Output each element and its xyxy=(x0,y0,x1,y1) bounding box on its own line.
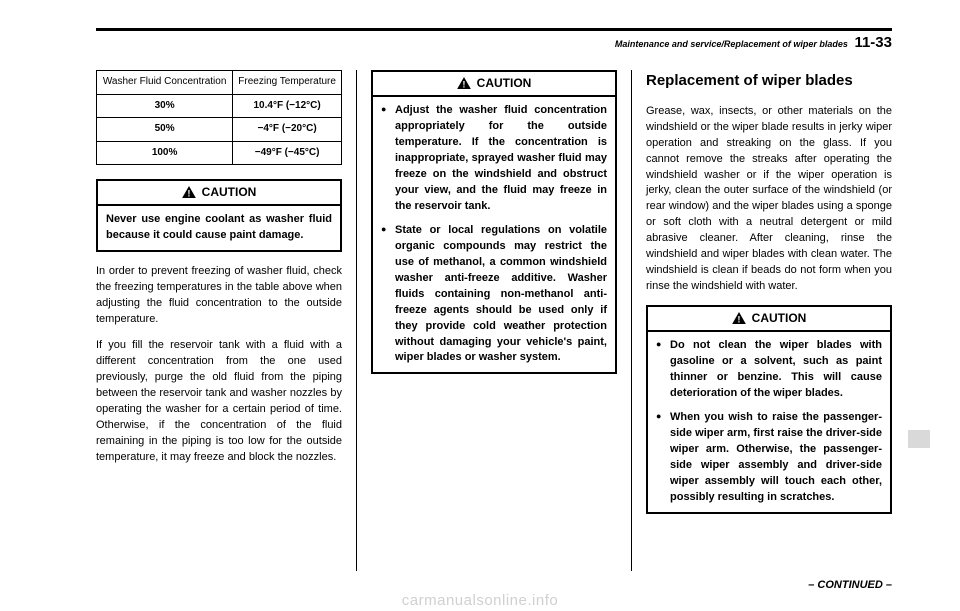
caution-box-1: ! CAUTION Never use engine coolant as wa… xyxy=(96,179,342,252)
table-cell-pct: 50% xyxy=(97,118,233,142)
caution-label: CAUTION xyxy=(477,75,532,92)
table-header-concentration: Washer Fluid Concentration xyxy=(97,71,233,95)
svg-text:!: ! xyxy=(187,189,190,199)
column-1: Washer Fluid Concentration Freezing Temp… xyxy=(96,70,342,571)
breadcrumb: Maintenance and service/Replacement of w… xyxy=(615,39,848,49)
caution-label: CAUTION xyxy=(202,184,257,201)
caution-header: ! CAUTION xyxy=(373,72,615,97)
caution-box-3: ! CAUTION Do not clean the wiper blades … xyxy=(646,305,892,514)
table-header-temperature: Freezing Temperature xyxy=(233,71,342,95)
caution-box-2: ! CAUTION Adjust the washer fluid concen… xyxy=(371,70,617,374)
svg-text:!: ! xyxy=(462,80,465,90)
caution-item: Do not clean the wiper blades with gasol… xyxy=(656,338,882,402)
table-cell-pct: 100% xyxy=(97,141,233,165)
caution-header: ! CAUTION xyxy=(648,307,890,332)
column-divider xyxy=(631,70,632,571)
table-row: 100% −49°F (−45°C) xyxy=(97,141,342,165)
caution-label: CAUTION xyxy=(752,310,807,327)
warning-icon: ! xyxy=(182,186,196,199)
table-cell-pct: 30% xyxy=(97,94,233,118)
page-header: Maintenance and service/Replacement of w… xyxy=(615,34,892,51)
column-divider xyxy=(356,70,357,571)
table-row: 30% 10.4°F (−12°C) xyxy=(97,94,342,118)
svg-text:!: ! xyxy=(737,315,740,325)
content-columns: Washer Fluid Concentration Freezing Temp… xyxy=(96,70,892,571)
section-title: Replacement of wiper blades xyxy=(646,70,892,92)
paragraph: In order to prevent freezing of washer f… xyxy=(96,264,342,328)
warning-icon: ! xyxy=(457,77,471,90)
caution-body: Never use engine coolant as washer fluid… xyxy=(98,206,340,250)
caution-item: Adjust the washer fluid concentration ap… xyxy=(381,103,607,215)
table-cell-temp: −49°F (−45°C) xyxy=(233,141,342,165)
caution-item: State or local regulations on volatile o… xyxy=(381,223,607,366)
watermark: carmanualsonline.info xyxy=(402,592,558,609)
header-rule xyxy=(96,28,892,31)
caution-body: Do not clean the wiper blades with gasol… xyxy=(648,332,890,511)
caution-item: When you wish to raise the passenger-sid… xyxy=(656,410,882,506)
column-2: ! CAUTION Adjust the washer fluid concen… xyxy=(371,70,617,571)
table-cell-temp: −4°F (−20°C) xyxy=(233,118,342,142)
warning-icon: ! xyxy=(732,312,746,325)
continued-label: – CONTINUED – xyxy=(808,579,892,591)
table-cell-temp: 10.4°F (−12°C) xyxy=(233,94,342,118)
paragraph: Grease, wax, insects, or other materials… xyxy=(646,104,892,295)
paragraph: If you fill the reservoir tank with a fl… xyxy=(96,338,342,466)
column-3: Replacement of wiper blades Grease, wax,… xyxy=(646,70,892,571)
caution-body: Adjust the washer fluid concentration ap… xyxy=(373,97,615,372)
side-tab xyxy=(908,430,930,448)
page-number: 11-33 xyxy=(854,34,892,51)
fluid-table: Washer Fluid Concentration Freezing Temp… xyxy=(96,70,342,165)
table-row: 50% −4°F (−20°C) xyxy=(97,118,342,142)
caution-header: ! CAUTION xyxy=(98,181,340,206)
